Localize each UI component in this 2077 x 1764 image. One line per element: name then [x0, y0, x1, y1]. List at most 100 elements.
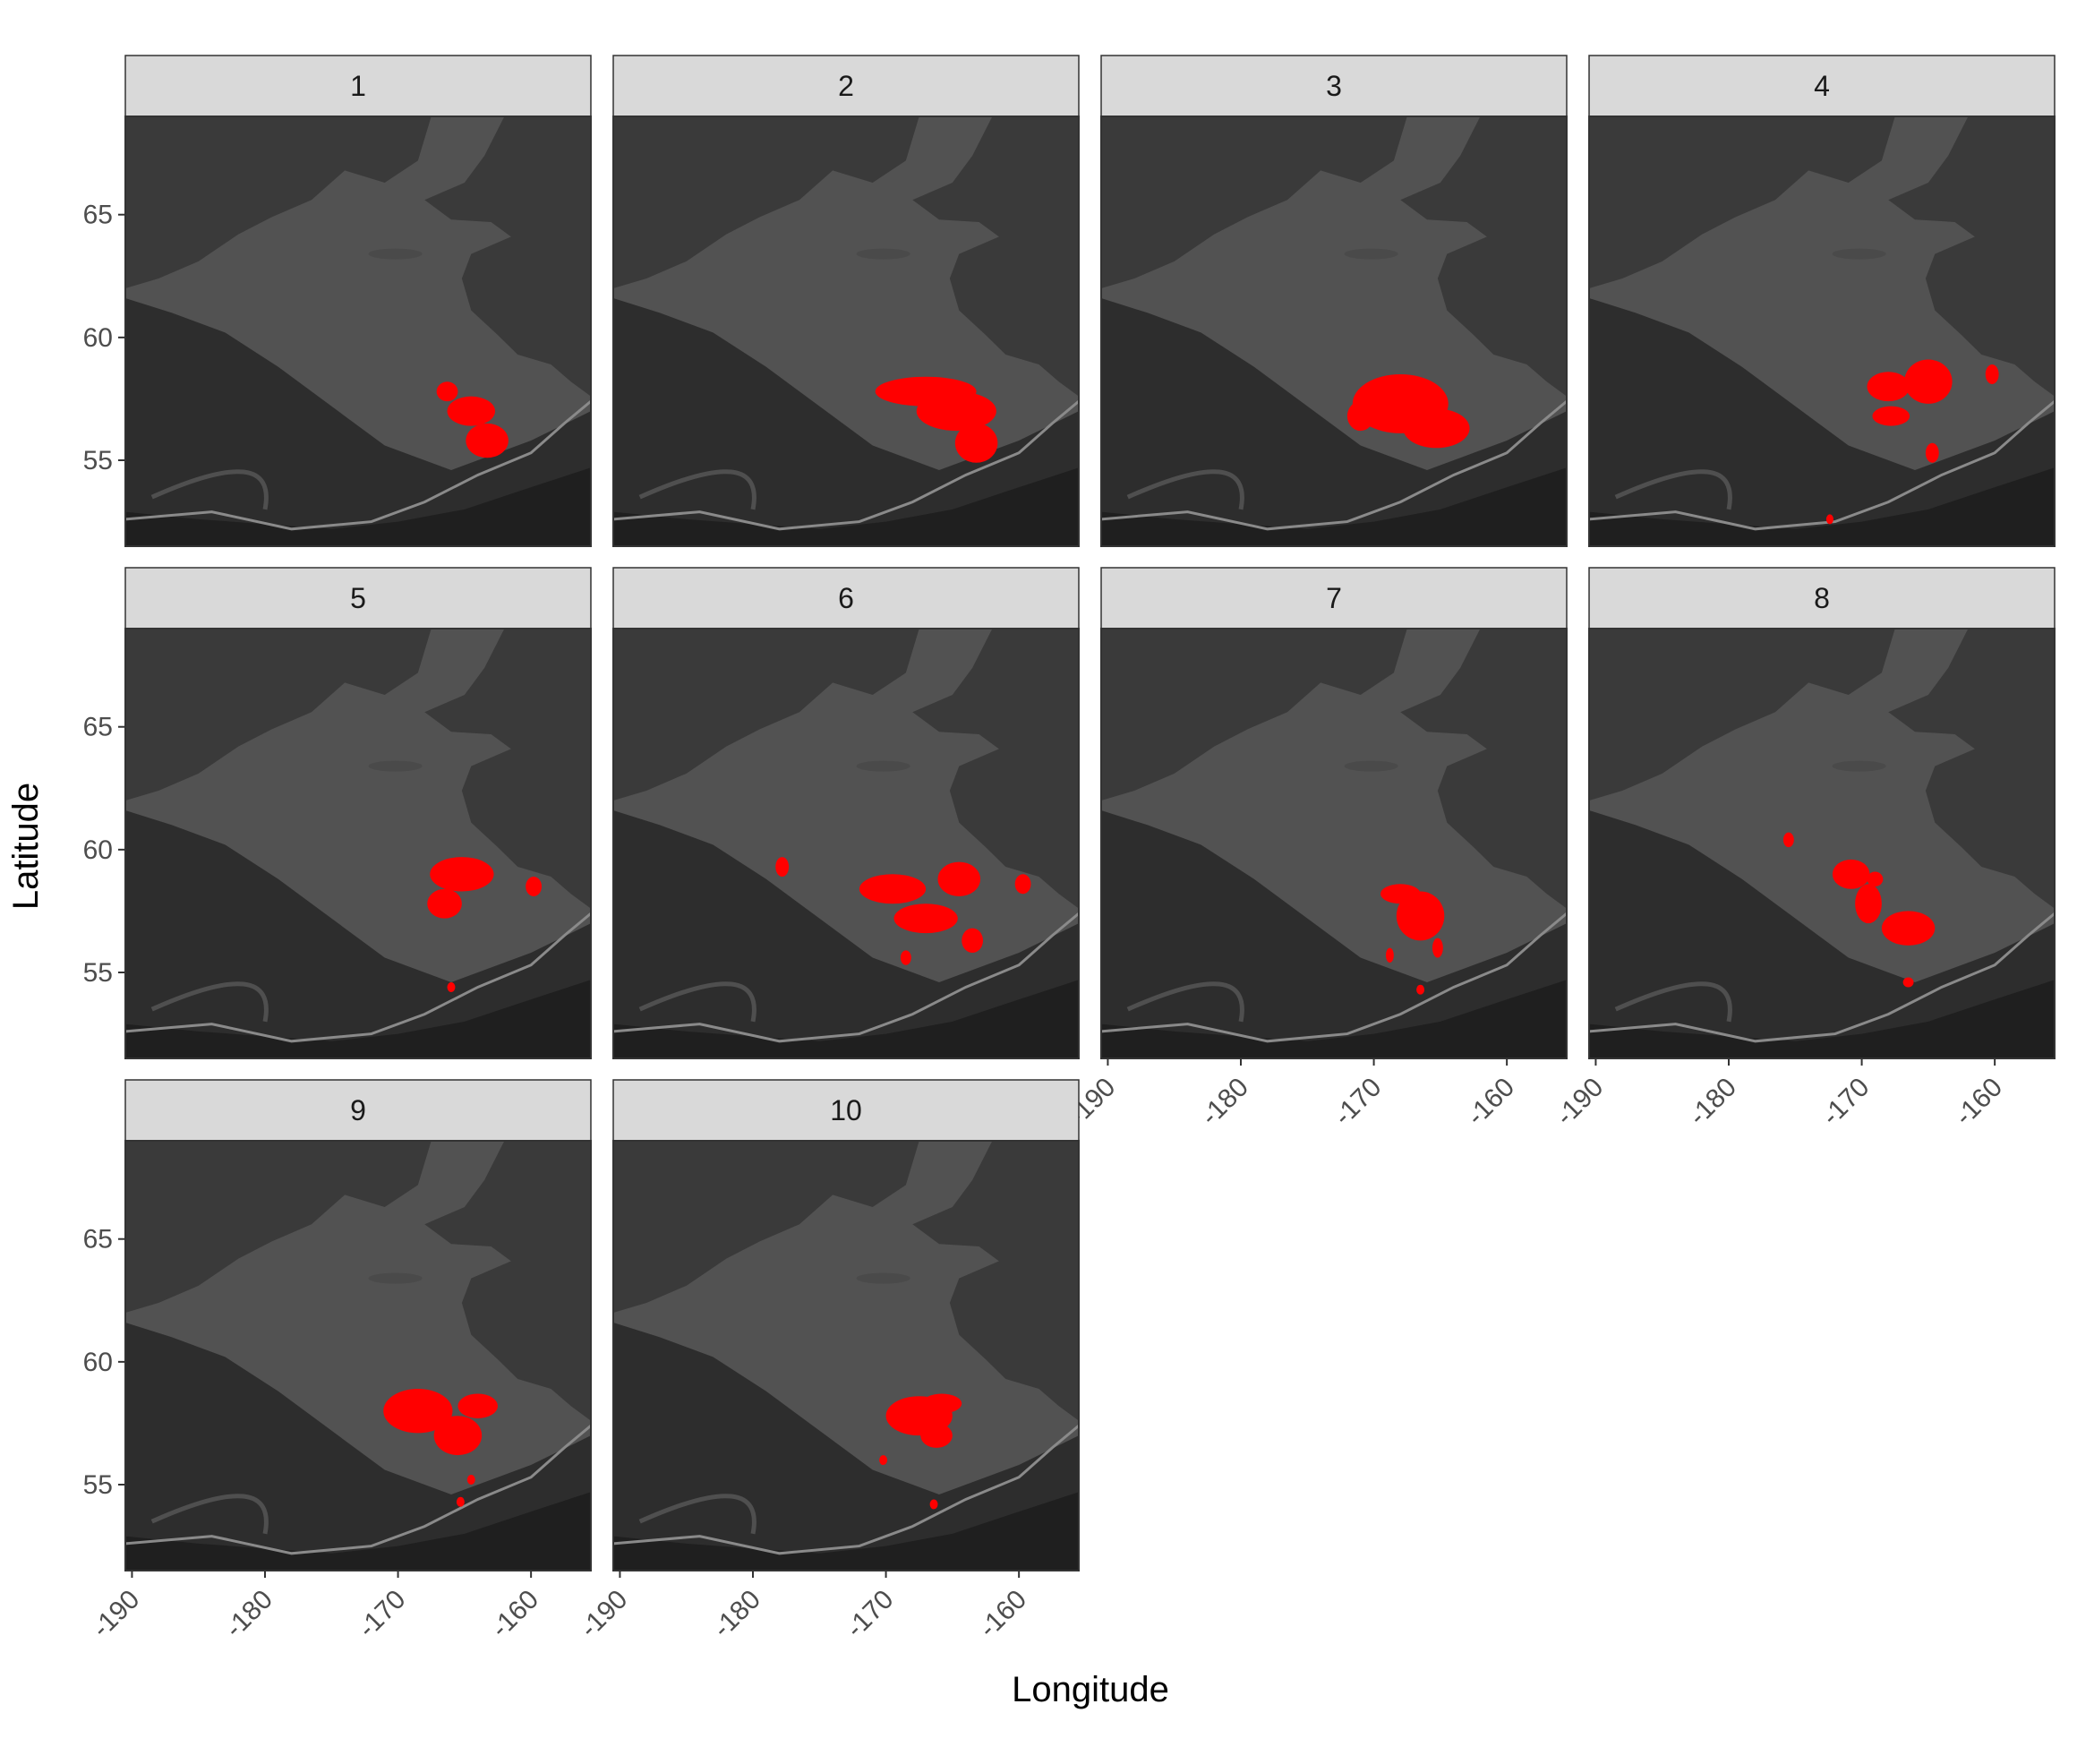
seamount-ridge: [638, 469, 756, 510]
facet-strip-label: 6: [838, 582, 854, 614]
y-tick-label: 65: [83, 201, 113, 230]
highlight-region: [921, 1393, 962, 1414]
aleutian-ridge: [1101, 467, 1567, 546]
facet-strip: [124, 1079, 592, 1142]
panel-border: [1588, 628, 2056, 1059]
st-lawrence-island: [1344, 760, 1398, 772]
aleutian-island-chain: [125, 1425, 591, 1555]
y-tick-label: 55: [83, 958, 113, 988]
chukotka-landmass: [125, 116, 432, 288]
chukotka-landmass: [1101, 116, 1407, 288]
seamount-ridge: [150, 469, 269, 510]
panel-border: [612, 1140, 1080, 1571]
x-tick-label: -160: [973, 1585, 1032, 1644]
highlight-region: [1925, 442, 1939, 463]
map-area: [124, 116, 592, 547]
chukotka-landmass: [1589, 629, 1895, 801]
panel-border: [1100, 628, 1568, 1059]
facet-strip-label: 7: [1326, 582, 1342, 614]
panel-border: [612, 116, 1080, 547]
facet-strip-label: 5: [350, 582, 366, 614]
x-tick-label: -180: [1683, 1073, 1742, 1132]
alaska-landmass: [424, 116, 591, 397]
y-tick-label: 60: [83, 1348, 113, 1377]
highlight-region: [916, 391, 996, 432]
facet-panel-8: 8 -190 -180 -170 -160: [1551, 567, 2056, 1132]
map-content: [1101, 629, 1567, 1058]
facet-strip-label: 3: [1326, 70, 1342, 102]
chukotka-landmass: [125, 1141, 432, 1313]
facet-panel-9: 9 55 60 65 -190 -180 -170 -160: [83, 1079, 592, 1644]
y-axis-title: Latitude: [6, 783, 46, 910]
alaska-landmass: [424, 629, 591, 909]
x-tick-label: -180: [219, 1585, 278, 1644]
panel-border: [124, 1140, 592, 1571]
seamount-ridge: [1614, 469, 1732, 510]
map-content: [613, 629, 1079, 1058]
x-tick-label: -170: [1329, 1073, 1388, 1132]
st-lawrence-island: [856, 1272, 910, 1284]
aleutian-island-chain: [1589, 400, 2055, 531]
seamount-ridge: [150, 1494, 269, 1535]
st-lawrence-island: [856, 760, 910, 772]
facet-strip: [124, 567, 592, 629]
highlight-region: [920, 1423, 953, 1448]
alaska-landmass: [912, 629, 1079, 909]
map-content: [1589, 116, 2055, 546]
highlight-region: [436, 381, 458, 402]
facet-panel-2: 2: [612, 55, 1080, 547]
aleutian-island-chain: [1589, 912, 2055, 1043]
x-tick-label: -170: [353, 1585, 412, 1644]
map-area: [1588, 116, 2056, 547]
facet-strip: [1588, 55, 2056, 117]
alaska-landmass: [424, 1141, 591, 1421]
map-area: [124, 628, 592, 1059]
aleutian-ridge: [125, 467, 591, 546]
highlight-region: [1881, 911, 1936, 946]
highlight-region: [433, 1416, 483, 1456]
highlight-region: [1403, 408, 1470, 449]
facet-panel-4: 4: [1588, 55, 2056, 547]
highlight-region: [962, 928, 984, 954]
facet-strip: [612, 55, 1080, 117]
x-tick-label: -160: [485, 1585, 544, 1644]
facet-strip-label: 10: [830, 1094, 862, 1126]
highlight-region: [457, 1393, 498, 1418]
aleutian-ridge: [1101, 980, 1567, 1058]
facet-strip: [1588, 567, 2056, 629]
alaska-landmass: [912, 116, 1079, 397]
alaska-landmass: [1400, 629, 1567, 909]
alaska-landmass: [912, 1141, 1079, 1421]
highlight-region: [1867, 372, 1910, 402]
highlight-region: [447, 981, 456, 992]
aleutian-island-chain: [613, 1425, 1079, 1555]
aleutian-ridge: [613, 980, 1079, 1058]
y-tick-label: 55: [83, 1470, 113, 1500]
highlight-region: [383, 1389, 453, 1434]
aleutian-island-chain: [1101, 912, 1567, 1043]
highlight-region: [456, 1496, 465, 1507]
highlight-region: [1396, 891, 1445, 941]
st-lawrence-island: [368, 1272, 423, 1284]
highlight-region: [466, 423, 509, 458]
highlight-region: [1380, 884, 1421, 904]
y-tick-label: 65: [83, 713, 113, 742]
facet-strip-label: 9: [350, 1094, 366, 1126]
st-lawrence-island: [368, 248, 423, 260]
highlight-region: [1782, 832, 1794, 848]
facet-strip-label: 2: [838, 70, 854, 102]
y-tick-label: 65: [83, 1225, 113, 1254]
seamount-ridge: [638, 1494, 756, 1535]
highlight-region: [1872, 406, 1910, 426]
map-content: [1589, 629, 2055, 1058]
highlight-region: [1867, 871, 1884, 886]
facet-strip: [1100, 567, 1568, 629]
panel-border: [1100, 116, 1568, 547]
highlight-region: [430, 857, 494, 892]
facet-panel-3: 3: [1100, 55, 1568, 547]
map-area: [1588, 628, 2056, 1059]
facet-strip-label: 1: [350, 70, 366, 102]
seamount-ridge: [638, 981, 756, 1023]
chukotka-landmass: [1101, 629, 1407, 801]
